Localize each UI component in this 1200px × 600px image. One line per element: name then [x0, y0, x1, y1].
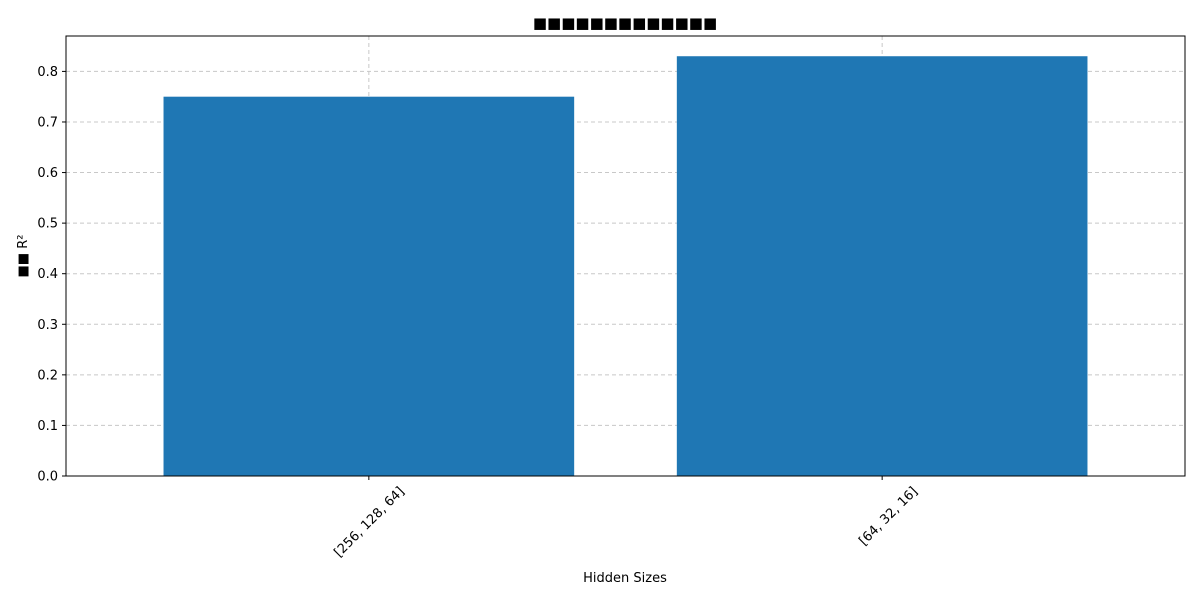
bar	[163, 96, 575, 477]
y-tick-label: 0.1	[37, 419, 58, 434]
chart-title: ■■■■■■■■■■■■■	[533, 14, 717, 32]
y-tick-label: 0.6	[37, 166, 58, 181]
bar	[676, 56, 1088, 476]
x-axis-title: Hidden Sizes	[583, 571, 667, 586]
y-tick-label: 0.5	[37, 217, 58, 232]
y-tick-label: 0.3	[37, 318, 58, 333]
y-axis-title: ■■ R²	[16, 235, 31, 278]
y-tick-label: 0.8	[37, 65, 58, 80]
bars	[163, 56, 1088, 477]
plot-frame	[65, 35, 1186, 477]
y-tick-label: 0.7	[37, 115, 58, 130]
y-tick-label: 0.2	[37, 368, 58, 383]
y-axis-ticks: 0.0 0.1 0.2 0.3 0.4 0.5 0.6 0.7 0.8	[37, 65, 66, 485]
y-tick-label: 0.0	[37, 470, 58, 485]
y-tick-label: 0.4	[37, 267, 58, 282]
